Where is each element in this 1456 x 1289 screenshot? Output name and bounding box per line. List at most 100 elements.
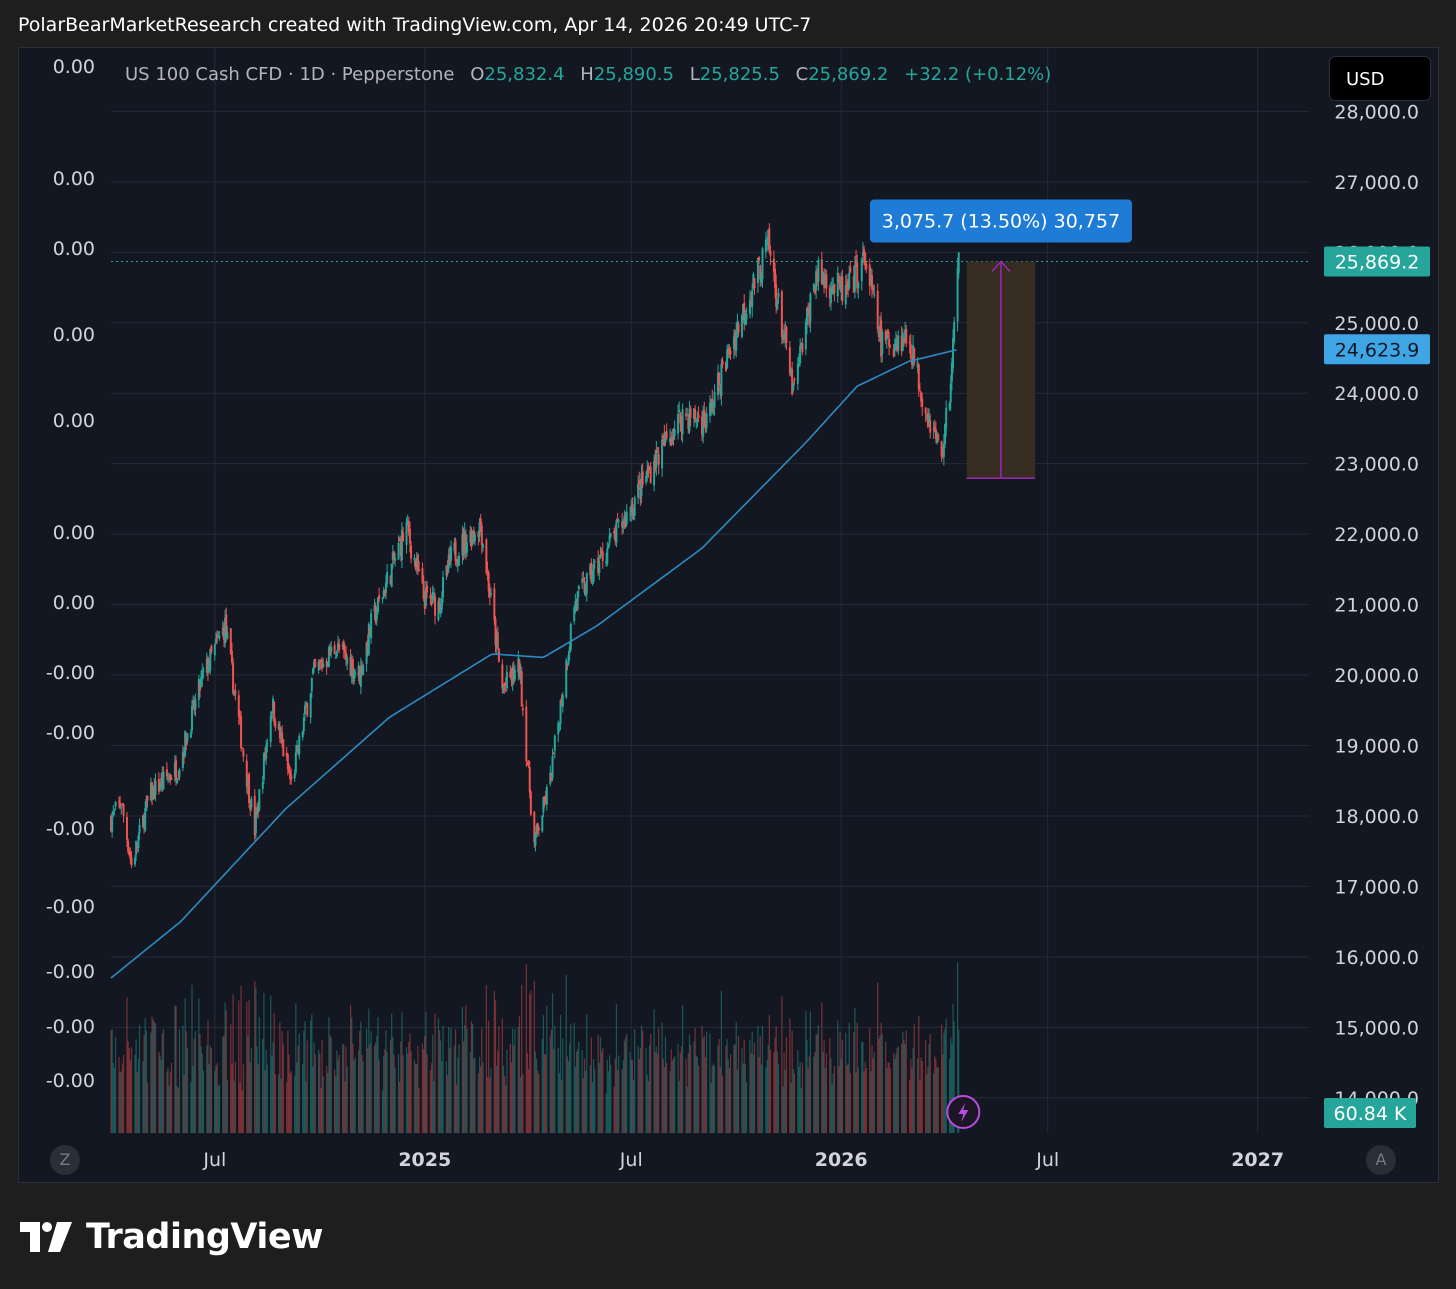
candle-body [647,464,650,474]
candle-body [313,661,316,669]
volume-bar [888,1062,890,1133]
volume-bar [199,1033,201,1133]
volume-bar [416,1063,418,1133]
candle-body [434,596,437,616]
candle-body [391,552,394,561]
chart-svg[interactable]: 28,000.027,000.026,000.025,000.024,000.0… [19,48,1440,1184]
candle-body [278,725,281,739]
volume-bar [554,1025,556,1133]
candle-body [381,597,384,599]
volume-bar [154,1023,157,1133]
volume-bar [222,1036,224,1133]
volume-bar [639,1047,642,1133]
volume-bar [134,1054,136,1133]
volume-bar [671,1060,673,1133]
volume-bar [752,1054,754,1133]
volume-bar [694,1027,696,1133]
volume-bar [817,1025,819,1133]
candle-body [528,766,531,793]
volume-bar [880,1022,882,1133]
volume-bar [265,1049,267,1133]
volume-bar [225,1010,227,1133]
volume-bar [311,1014,313,1133]
candle-body [306,703,309,716]
volume-bar [720,990,723,1133]
candle-body [821,272,824,285]
volume-bar [509,1043,511,1133]
volume-bar [290,1071,292,1133]
volume-bar [574,1066,576,1133]
zoom-button[interactable]: Z [50,1145,80,1175]
candle-body [617,520,620,522]
volume-bar [578,1042,580,1133]
volume-bar [168,1085,170,1133]
volume-bar [312,1066,314,1133]
candle-body [632,511,635,513]
candle-body [661,439,664,469]
candle-body [886,329,889,338]
volume-bar [303,1031,305,1133]
volume-bar [342,1043,344,1133]
volume-bar [470,1021,473,1133]
volume-bar [656,1054,659,1133]
tradingview-logo[interactable]: TradingView [20,1212,323,1262]
volume-bar [839,1031,841,1133]
volume-bar [776,1051,778,1133]
candle-body [724,362,727,371]
candle-body [852,276,855,293]
volume-bar [504,1075,506,1133]
candle-body [496,632,499,650]
candle-body [509,671,512,678]
candle-body [311,668,314,674]
candle-body [422,580,425,599]
candle-body [185,734,188,746]
volume-bar [305,1081,307,1133]
volume-bar [729,1054,732,1133]
volume-bar [177,1087,179,1133]
candle-body [161,774,164,787]
candle-body [181,751,184,769]
volume-bar [808,1056,810,1133]
volume-bar [952,1003,954,1133]
volume-bar [773,1052,775,1133]
candle-body [246,777,249,789]
currency-button[interactable]: USD [1329,56,1431,101]
volume-bar [445,1061,448,1133]
candle-body [901,332,904,351]
volume-bar [950,1037,952,1133]
volume-bar [565,974,567,1133]
candle-body [465,542,468,553]
candle-body [745,313,748,320]
volume-bar [391,1013,393,1133]
candle-body [201,671,204,681]
chart-panel[interactable]: 28,000.027,000.026,000.025,000.024,000.0… [18,47,1439,1183]
volume-bar [902,1031,904,1133]
candle-body [863,248,866,255]
candle-body [129,852,132,860]
volume-bar [944,1028,946,1133]
volume-bar [241,1090,243,1133]
candle-body [687,417,690,429]
candle-body [193,700,196,711]
volume-bar [423,1049,425,1133]
candle-body [861,252,864,257]
candle-body [399,542,402,556]
candle-body [769,250,772,256]
volume-bar [958,1029,960,1133]
candle-body [202,670,205,672]
volume-bar [381,1090,384,1133]
volume-bar [326,1065,328,1133]
volume-bar [152,1019,154,1133]
candle-body [525,706,528,762]
candle-body [615,520,618,543]
volume-bar [733,1044,735,1133]
candle-body [481,544,484,548]
auto-scale-button[interactable]: A [1366,1145,1396,1175]
volume-bar [306,1040,308,1133]
volume-bar [322,1076,324,1133]
candle-body [721,360,724,365]
volume-bar [415,1063,417,1133]
volume-bar [590,1037,592,1133]
candle-body [727,348,730,352]
candle-body [473,534,476,542]
